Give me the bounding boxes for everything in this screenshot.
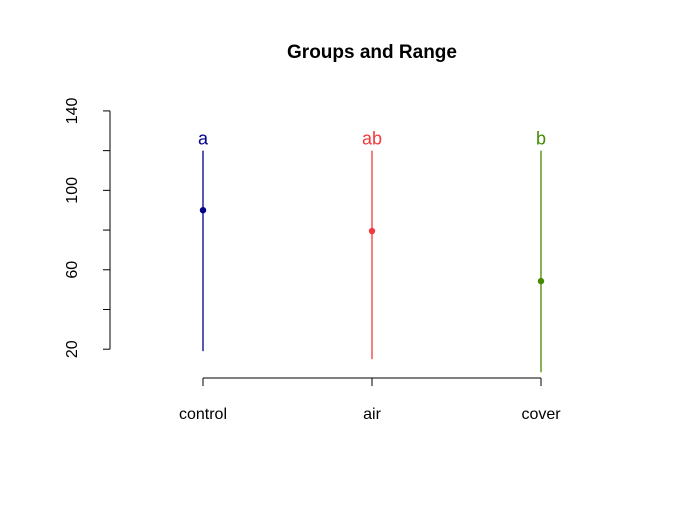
group-letter: a <box>198 128 209 148</box>
chart-title: Groups and Range <box>287 42 457 63</box>
x-tick-label: cover <box>521 406 561 423</box>
y-tick-label: 20 <box>64 340 81 358</box>
group-letter: b <box>536 128 546 148</box>
y-tick-label: 140 <box>64 97 81 124</box>
y-tick-label: 100 <box>64 177 81 204</box>
point <box>199 207 207 214</box>
x-tick-label: air <box>363 406 381 423</box>
x-tick-label: control <box>179 406 227 423</box>
group-letter: ab <box>362 128 382 148</box>
point <box>368 227 376 235</box>
y-tick-label: 60 <box>64 261 81 279</box>
point <box>537 277 545 285</box>
